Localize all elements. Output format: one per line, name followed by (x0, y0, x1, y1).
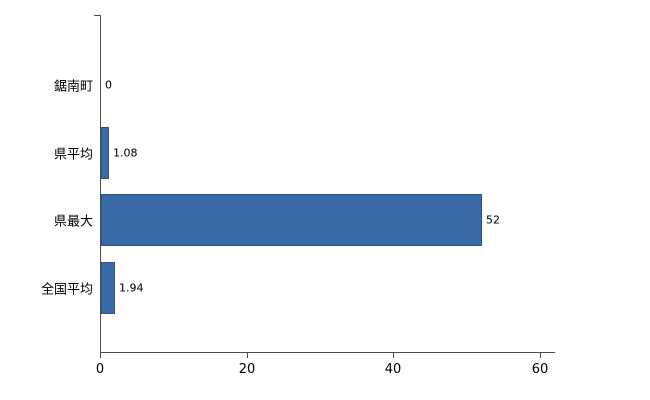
value-label: 52 (486, 213, 500, 227)
x-axis-tick-label: 60 (531, 362, 549, 377)
category-label: 全国平均 (40, 282, 93, 297)
bar (101, 261, 115, 314)
bar (101, 126, 109, 179)
bar (101, 194, 482, 246)
category-label: 県平均 (53, 147, 93, 162)
x-axis-line (100, 352, 555, 353)
x-axis-tick-label: 0 (95, 362, 105, 377)
x-axis-tick (247, 352, 248, 358)
x-axis-tick-label: 40 (384, 362, 402, 377)
x-axis-tick (100, 352, 101, 358)
y-axis-top-tick (94, 15, 100, 16)
value-label: 0 (105, 78, 112, 92)
category-label: 鋸南町 (53, 79, 93, 95)
category-label: 県最大 (53, 214, 93, 230)
value-label: 1.08 (113, 146, 138, 159)
value-label: 1.94 (119, 281, 144, 294)
x-axis-tick (540, 352, 541, 358)
x-axis-tick (393, 352, 394, 358)
x-axis-tick-label: 20 (238, 362, 256, 377)
y-axis-line (100, 15, 101, 352)
